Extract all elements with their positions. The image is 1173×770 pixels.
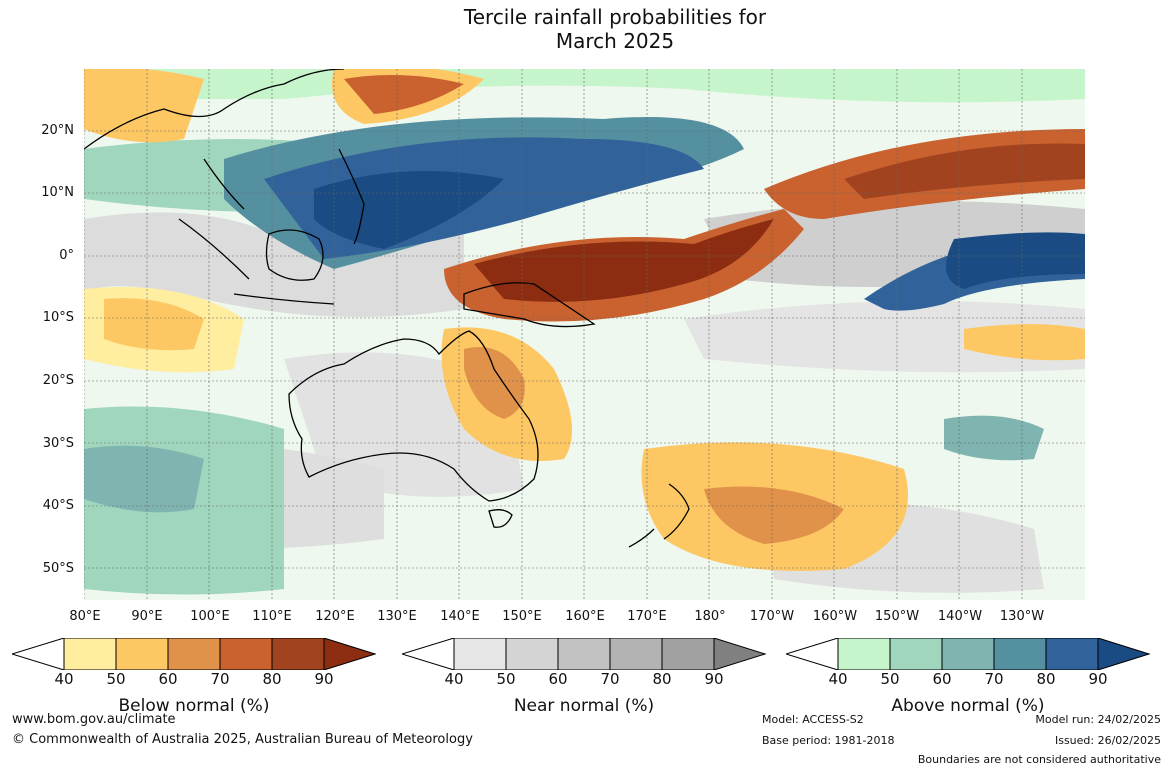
sumatra-java-coastline — [178, 218, 335, 305]
cbar-above-tick-50: 50 — [880, 670, 900, 688]
lon-label-150w: 150°W — [874, 609, 920, 624]
lat-label-20n: 20°N — [41, 123, 74, 138]
lon-label-140e: 140°E — [440, 609, 480, 624]
cbar-above-2 — [889, 638, 943, 670]
cbar-above-tick-40: 40 — [828, 670, 848, 688]
australia-coastline — [288, 330, 539, 502]
cbar-above-title: Above normal (%) — [891, 696, 1045, 716]
footer-boundaries: Boundaries are not considered authoritat… — [917, 753, 1161, 766]
lon-label-90e: 90°E — [131, 609, 163, 624]
cbar-below-4 — [219, 638, 273, 670]
new-zealand-coastline — [628, 483, 690, 548]
cbar-near-4 — [609, 638, 663, 670]
cbar-near-tick-80: 80 — [652, 670, 672, 688]
borneo-coastline — [265, 229, 324, 281]
probability-map — [84, 69, 1085, 600]
lat-label-40s: 40°S — [42, 498, 74, 513]
cbar-near-tick-90: 90 — [704, 670, 724, 688]
cbar-near-2 — [505, 638, 559, 670]
cbar-below-2 — [115, 638, 169, 670]
footer-model: Model: ACCESS-S2 — [762, 713, 864, 726]
colorbar-below-normal — [12, 638, 376, 670]
cbar-below-tick-80: 80 — [262, 670, 282, 688]
lon-label-130w: 130°W — [999, 609, 1045, 624]
cbar-below-tick-90: 90 — [314, 670, 334, 688]
cbar-below-3 — [167, 638, 221, 670]
lat-label-0: 0° — [59, 248, 74, 263]
colorbar-above-normal — [786, 638, 1150, 670]
lon-label-130e: 130°E — [377, 609, 417, 624]
lon-label-100e: 100°E — [190, 609, 230, 624]
cbar-above-3 — [941, 638, 995, 670]
lon-label-140w: 140°W — [937, 609, 983, 624]
cbar-above-tick-80: 80 — [1036, 670, 1056, 688]
lon-label-170w: 170°W — [749, 609, 795, 624]
cbar-below-5 — [271, 638, 325, 670]
cbar-below-tick-70: 70 — [210, 670, 230, 688]
cbar-near-tick-50: 50 — [496, 670, 516, 688]
cbar-above-tick-90: 90 — [1088, 670, 1108, 688]
cbar-above-0 — [786, 638, 839, 670]
cbar-near-3 — [557, 638, 611, 670]
lon-label-160w: 160°W — [812, 609, 858, 624]
philippines-coastline — [338, 148, 365, 245]
cbar-near-tick-70: 70 — [600, 670, 620, 688]
chart-title: Tercile rainfall probabilities for March… — [0, 5, 1173, 53]
cbar-near-tick-60: 60 — [548, 670, 568, 688]
cbar-near-6 — [713, 638, 766, 670]
cbar-near-1 — [453, 638, 507, 670]
lat-label-10s: 10°S — [42, 310, 74, 325]
lon-label-170e: 170°E — [627, 609, 667, 624]
lon-label-150e: 150°E — [502, 609, 542, 624]
lat-label-20s: 20°S — [42, 373, 74, 388]
footer-issued: Issued: 26/02/2025 — [1054, 734, 1161, 747]
footer-copyright: © Commonwealth of Australia 2025, Austra… — [12, 732, 473, 747]
cbar-below-1 — [63, 638, 117, 670]
cbar-near-5 — [661, 638, 715, 670]
lon-label-80e: 80°E — [69, 609, 101, 624]
cbar-above-1 — [837, 638, 891, 670]
cbar-above-6 — [1097, 638, 1150, 670]
new-guinea-coastline — [463, 282, 596, 328]
map-svg — [84, 69, 1085, 600]
cbar-above-5 — [1045, 638, 1099, 670]
cbar-near-0 — [402, 638, 455, 670]
cbar-below-0 — [12, 638, 65, 670]
title-line-1: Tercile rainfall probabilities for — [463, 5, 767, 29]
lon-label-160e: 160°E — [565, 609, 605, 624]
cbar-above-4 — [993, 638, 1047, 670]
footer-base-period: Base period: 1981-2018 — [762, 734, 895, 747]
cbar-near-tick-40: 40 — [444, 670, 464, 688]
below-normal-regions — [84, 69, 1085, 571]
cbar-below-tick-40: 40 — [54, 670, 74, 688]
title-line-2: March 2025 — [555, 29, 675, 53]
cbar-above-tick-60: 60 — [932, 670, 952, 688]
coastlines — [84, 69, 690, 548]
lat-label-10n: 10°N — [41, 185, 74, 200]
cbar-below-title: Below normal (%) — [118, 696, 270, 716]
lon-label-120e: 120°E — [315, 609, 355, 624]
cbar-below-tick-50: 50 — [106, 670, 126, 688]
lon-label-180: 180° — [694, 609, 726, 624]
cbar-near-title: Near normal (%) — [513, 696, 655, 716]
tasmania-coastline — [488, 509, 513, 528]
footer-url[interactable]: www.bom.gov.au/climate — [12, 712, 176, 727]
cbar-below-6 — [323, 638, 376, 670]
lat-label-30s: 30°S — [42, 436, 74, 451]
lon-label-110e: 110°E — [252, 609, 292, 624]
footer-model-run: Model run: 24/02/2025 — [1035, 713, 1161, 726]
cbar-below-tick-60: 60 — [158, 670, 178, 688]
asia-coastline — [84, 69, 345, 210]
lat-label-50s: 50°S — [42, 561, 74, 576]
cbar-above-tick-70: 70 — [984, 670, 1004, 688]
map-gridlines — [84, 69, 1085, 600]
colorbar-near-normal — [402, 638, 766, 670]
